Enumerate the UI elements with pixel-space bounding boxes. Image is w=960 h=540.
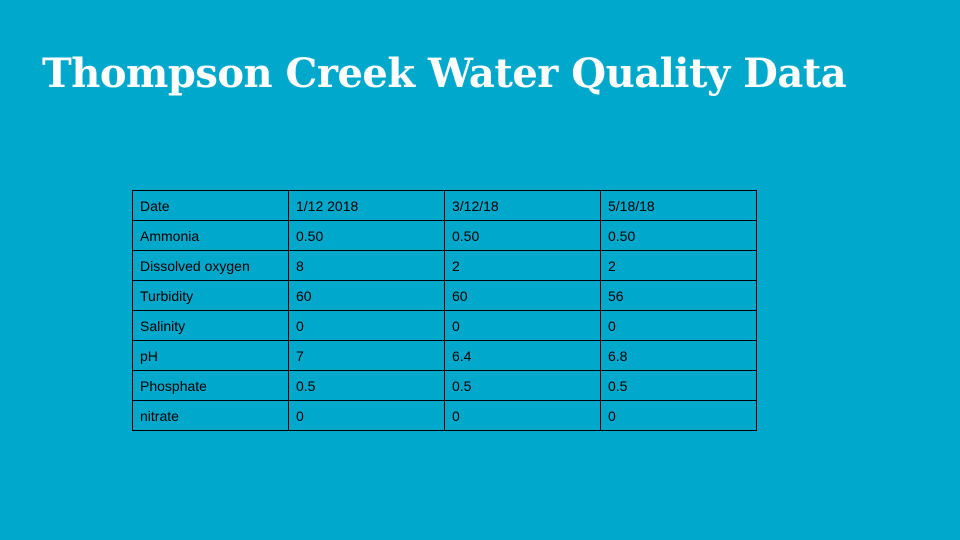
table-cell: 1/12 2018 (288, 190, 445, 221)
table-cell: Ammonia (132, 220, 289, 251)
table-cell: 2 (444, 250, 601, 281)
table-row: Turbidity 60 60 56 (132, 280, 757, 311)
table-cell: 0 (600, 310, 757, 341)
table-cell: 0.50 (600, 220, 757, 251)
table-row: Ammonia 0.50 0.50 0.50 (132, 220, 757, 251)
table-cell: Dissolved oxygen (132, 250, 289, 281)
table-cell: 3/12/18 (444, 190, 601, 221)
water-quality-table: Date 1/12 2018 3/12/18 5/18/18 Ammonia 0… (132, 190, 757, 431)
table-cell: Phosphate (132, 370, 289, 401)
table-row: Date 1/12 2018 3/12/18 5/18/18 (132, 190, 757, 221)
table-cell: 7 (288, 340, 445, 371)
table-cell: 60 (288, 280, 445, 311)
table-row: nitrate 0 0 0 (132, 400, 757, 431)
table-cell: 0 (444, 310, 601, 341)
table-cell: 6.8 (600, 340, 757, 371)
table-cell: 2 (600, 250, 757, 281)
table-row: Phosphate 0.5 0.5 0.5 (132, 370, 757, 401)
table-cell: 6.4 (444, 340, 601, 371)
table-cell: 0.5 (288, 370, 445, 401)
table-cell: 56 (600, 280, 757, 311)
table-cell: 0 (288, 310, 445, 341)
table-cell: 60 (444, 280, 601, 311)
table-cell: 0.50 (288, 220, 445, 251)
table-cell: 0 (444, 400, 601, 431)
table-row: pH 7 6.4 6.8 (132, 340, 757, 371)
table-cell: Turbidity (132, 280, 289, 311)
table-row: Dissolved oxygen 8 2 2 (132, 250, 757, 281)
table-row: Salinity 0 0 0 (132, 310, 757, 341)
table-cell: Date (132, 190, 289, 221)
table-cell: 0.50 (444, 220, 601, 251)
table-cell: 0.5 (600, 370, 757, 401)
table-cell: nitrate (132, 400, 289, 431)
table-cell: pH (132, 340, 289, 371)
table-cell: Salinity (132, 310, 289, 341)
table-cell: 0 (600, 400, 757, 431)
table-cell: 0 (288, 400, 445, 431)
table-cell: 0.5 (444, 370, 601, 401)
table-cell: 8 (288, 250, 445, 281)
slide-title: Thompson Creek Water Quality Data (42, 50, 847, 97)
table-cell: 5/18/18 (600, 190, 757, 221)
